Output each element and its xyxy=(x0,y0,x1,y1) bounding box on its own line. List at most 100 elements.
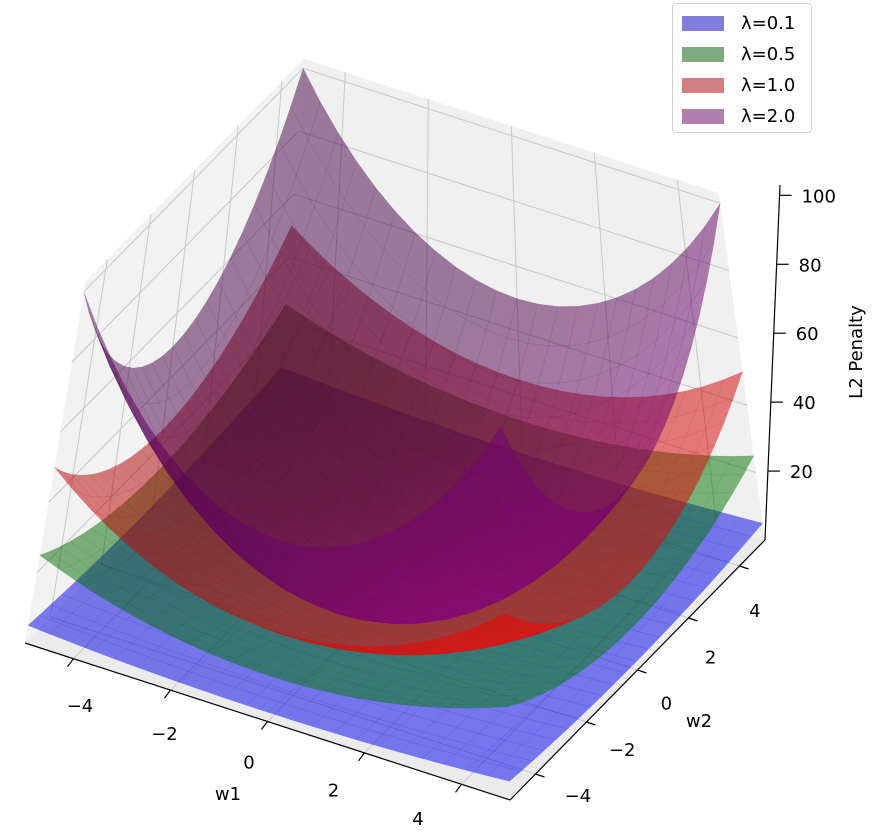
w2-tick xyxy=(535,773,545,778)
surface-patch-λ=2.0 xyxy=(132,366,160,405)
legend-swatch xyxy=(682,15,724,31)
left-wall-gridline-z xyxy=(83,67,304,293)
surface-patch-λ=2.0 xyxy=(290,67,321,141)
w2-tick-label: 0 xyxy=(661,694,672,715)
legend-label: λ=1.0 xyxy=(741,74,796,96)
w2-tick xyxy=(739,565,749,570)
surfaces xyxy=(27,67,764,782)
legend: λ=0.1 λ=0.5 λ=1.0 λ=2.0 xyxy=(672,3,812,133)
surface-patch-λ=0.5 xyxy=(566,656,601,668)
z-tick-label: 80 xyxy=(799,255,822,276)
surface-patch-λ=1.0 xyxy=(643,523,676,550)
surface-patch-λ=1.0 xyxy=(541,619,574,632)
surface-patch-λ=0.1 xyxy=(729,517,764,537)
surface-patch-λ=2.0 xyxy=(647,401,675,450)
surface-patch-λ=1.0 xyxy=(495,618,529,632)
surface-patch-λ=2.0 xyxy=(492,448,524,494)
w2-tick-label: 4 xyxy=(749,601,760,622)
surface-patch-λ=2.0 xyxy=(83,291,104,349)
surface-patch-λ=0.5 xyxy=(497,698,531,705)
legend-label: λ=0.1 xyxy=(741,12,796,34)
z-axis-line xyxy=(764,184,781,541)
legend-entry: λ=1.0 xyxy=(682,74,795,96)
surface-patch-λ=0.1 xyxy=(533,723,568,741)
surface-patch-λ=1.0 xyxy=(632,539,665,565)
surface-patch-λ=2.0 xyxy=(183,318,213,371)
w2-tick-label: −2 xyxy=(609,740,636,761)
surface-patch-λ=1.0 xyxy=(685,444,716,476)
w1-tick-label: 2 xyxy=(328,781,339,802)
surface-patch-λ=1.0 xyxy=(553,614,586,629)
legend-swatch xyxy=(682,77,724,93)
w2-tick xyxy=(586,721,596,726)
surface-patch-λ=0.5 xyxy=(520,688,554,696)
z-tick-label: 60 xyxy=(796,324,819,345)
legend-entry: λ=0.1 xyxy=(682,12,795,34)
z-axis-label: L2 Penalty xyxy=(846,305,867,399)
w1-tick xyxy=(164,689,171,699)
surface-patch-λ=0.1 xyxy=(717,530,752,550)
surface-patch-λ=0.5 xyxy=(509,693,543,701)
surface-patch-λ=2.0 xyxy=(206,280,237,338)
w1-tick-label: −2 xyxy=(151,724,178,745)
surface-patch-λ=2.0 xyxy=(151,355,180,400)
surface-patch-λ=1.0 xyxy=(653,505,686,533)
w1-tick xyxy=(261,721,268,730)
surface-patch-λ=0.1 xyxy=(660,594,695,614)
legend-swatch xyxy=(682,108,724,124)
w2-tick xyxy=(688,617,698,622)
surface-patch-λ=0.1 xyxy=(695,556,730,576)
surface-patch-λ=0.1 xyxy=(487,765,522,782)
surface-patch-λ=2.0 xyxy=(526,494,558,530)
surface-patch-λ=2.0 xyxy=(637,425,666,471)
w2-tick-label: −4 xyxy=(565,786,592,807)
surface-patch-λ=0.5 xyxy=(486,703,520,709)
tick-labels: −4 −2 0 2 4 −4 −2 0 2 4 20 40 60 80 100 xyxy=(67,186,836,829)
w1-tick xyxy=(67,658,74,668)
y-axis-label: w2 xyxy=(686,711,712,732)
z-tick-label: 40 xyxy=(793,393,816,414)
surface-patch-λ=2.0 xyxy=(482,426,513,476)
surface-patch-λ=0.5 xyxy=(577,647,613,659)
surface-patch-λ=1.0 xyxy=(714,371,744,406)
w2-tick xyxy=(637,669,647,674)
z-tick-label: 100 xyxy=(802,186,836,207)
surface-patch-λ=1.0 xyxy=(530,622,563,634)
surface-patch-λ=2.0 xyxy=(697,203,721,266)
legend-entry: λ=0.5 xyxy=(682,43,795,65)
surface-patch-λ=0.1 xyxy=(672,582,707,601)
axes-lines xyxy=(24,184,792,801)
surface-patch-λ=2.0 xyxy=(571,508,603,538)
surface-patch-λ=1.0 xyxy=(621,555,654,578)
surface-patch-λ=0.1 xyxy=(683,569,718,589)
legend-label: λ=2.0 xyxy=(741,105,796,127)
surface-patch-λ=1.0 xyxy=(610,568,643,590)
legend-label: λ=0.5 xyxy=(741,43,796,65)
surface-patch-λ=1.0 xyxy=(484,613,518,629)
w2-tick-label: 2 xyxy=(705,647,716,668)
surface-patch-λ=2.0 xyxy=(665,345,692,399)
legend-entry: λ=2.0 xyxy=(682,105,795,127)
w1-tick-label: 0 xyxy=(243,752,254,773)
z-tick-label: 20 xyxy=(790,462,813,483)
back-wall-gridline-z xyxy=(302,67,721,204)
w1-tick-label: 4 xyxy=(412,809,423,830)
w1-tick xyxy=(358,752,365,762)
surface-patch-λ=1.0 xyxy=(599,581,631,601)
surface-patch-λ=0.1 xyxy=(591,667,626,685)
surface-patch-λ=0.5 xyxy=(554,665,590,676)
surface-patch-λ=2.0 xyxy=(626,446,656,489)
surface-patch-λ=1.0 xyxy=(704,396,735,431)
w1-tick-label: −4 xyxy=(67,696,94,717)
surface-patch-λ=0.5 xyxy=(532,681,566,690)
surface-patch-λ=2.0 xyxy=(218,257,249,317)
surface-patch-λ=1.0 xyxy=(675,466,706,496)
back-wall-gridline-z xyxy=(298,130,730,272)
surface-patch-λ=0.5 xyxy=(722,455,755,476)
w1-tick xyxy=(455,783,462,793)
surface-patch-λ=0.5 xyxy=(701,492,734,511)
legend-swatch xyxy=(682,46,724,62)
surface-patch-λ=2.0 xyxy=(548,509,581,538)
